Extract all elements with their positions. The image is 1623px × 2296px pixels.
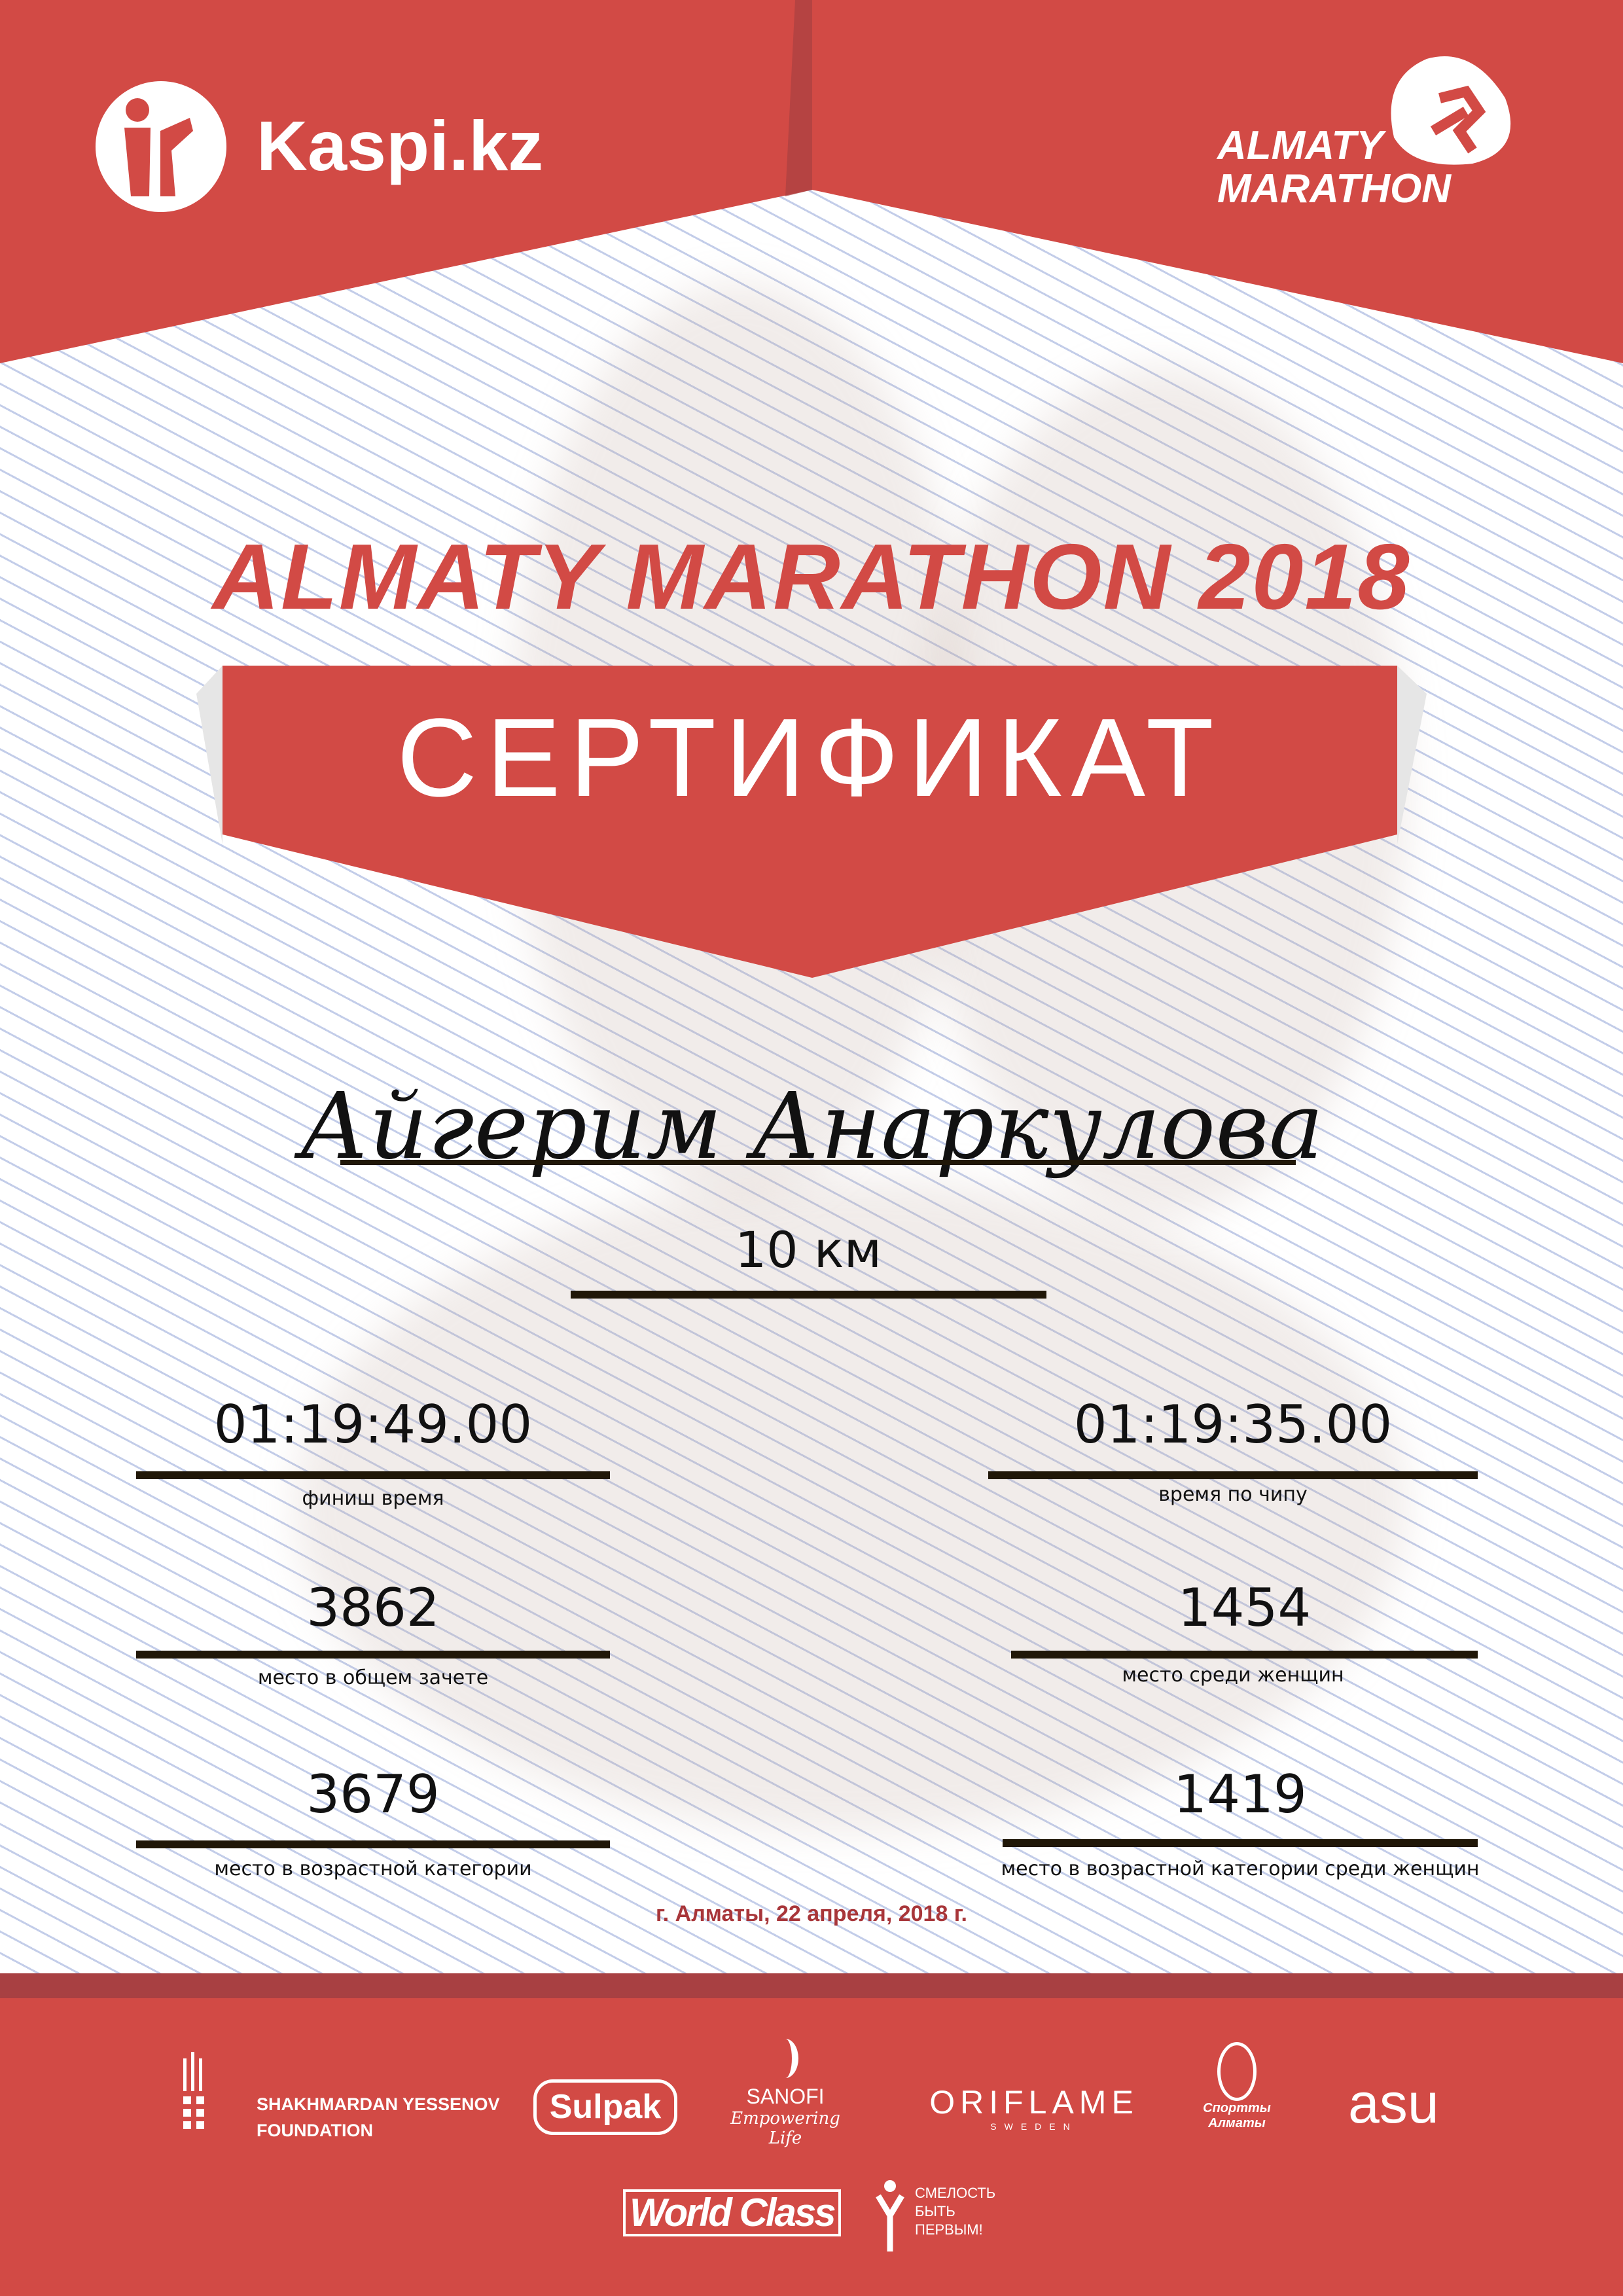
kaspi-logo-text: Kaspi.kz: [257, 106, 544, 185]
fund-runner-icon: [876, 2180, 904, 2251]
distance: 10 км: [734, 1221, 882, 1279]
finish-time: 01:19:49.00: [213, 1394, 533, 1455]
sanofi-bird-icon: [772, 2039, 798, 2078]
age-category-place-label: место в возрастной категории: [214, 1857, 532, 1880]
distance-underline: [571, 1291, 1046, 1299]
almaty-marathon-logo: ALMATY MARATHON: [1217, 124, 1451, 211]
women-place: 1454: [1177, 1577, 1311, 1638]
sanofi-tagline: Empowering Life: [730, 2109, 840, 2148]
logo-line1: ALMATY: [1217, 123, 1383, 168]
fund-line2: БЫТЬ: [915, 2203, 955, 2219]
finish-time-line: [136, 1471, 610, 1479]
header-banner: [0, 0, 1623, 363]
overall-place-line: [136, 1651, 610, 1659]
sport-almaty-emblem-icon: [1217, 2042, 1257, 2101]
oriflame-sub: SWEDEN: [990, 2121, 1078, 2132]
sulpak-text: Sulpak: [549, 2088, 662, 2126]
sanofi-logo: SANOFI Empowering Life: [720, 2039, 851, 2148]
women-age-category-place-label: место в возрастной категории среди женщи…: [1001, 1857, 1480, 1880]
overall-place-label: место в общем зачете: [257, 1666, 489, 1689]
yessenov-line1: SHAKHMARDAN YESSENOV: [257, 2094, 500, 2114]
name-underline: [340, 1160, 1296, 1165]
women-place-label: место среди женщин: [1122, 1664, 1344, 1687]
fund-line1: СМЕЛОСТЬ: [915, 2185, 996, 2201]
oriflame-name: ORIFLAME: [929, 2084, 1139, 2121]
certificate-ribbon: [196, 666, 1427, 978]
worldclass-logo: World Class: [623, 2189, 841, 2236]
women-age-category-place-line: [1003, 1839, 1478, 1847]
chip-time-label: время по чипу: [1158, 1483, 1308, 1506]
chip-time-line: [988, 1471, 1478, 1479]
fund-line3: ПЕРВЫМ!: [915, 2221, 983, 2238]
event-date: г. Алматы, 22 апреля, 2018 г.: [656, 1901, 967, 1926]
sponsors-footer: SHAKHMARDAN YESSENOV FOUNDATION Sulpak S…: [0, 1973, 1623, 2296]
marathon-runner-icon: [1391, 56, 1511, 165]
runners-legs: [294, 1178, 1407, 1833]
oriflame-logo: ORIFLAME SWEDEN: [923, 2083, 1145, 2132]
sulpak-logo: Sulpak: [533, 2079, 677, 2135]
women-age-category-place: 1419: [1173, 1764, 1307, 1825]
women-place-line: [1011, 1651, 1478, 1659]
yessenov-line2: FOUNDATION: [257, 2121, 373, 2140]
asu-logo: asu: [1348, 2072, 1439, 2135]
age-category-place-line: [136, 1840, 610, 1848]
logo-line2: MARATHON: [1217, 166, 1452, 211]
sport-almaty-text: Спортты Алматы: [1203, 2101, 1271, 2130]
sport-almaty-logo: Спортты Алматы: [1198, 2042, 1276, 2131]
certificate-heading: СЕРТИФИКАТ: [397, 696, 1223, 820]
age-category-place: 3679: [306, 1764, 440, 1825]
striped-background: [0, 0, 1623, 1973]
overall-place: 3862: [306, 1577, 440, 1638]
finish-time-label: финиш время: [302, 1487, 444, 1510]
yessenov-bars-icon: [183, 2052, 204, 2129]
chip-time: 01:19:35.00: [1073, 1394, 1393, 1455]
sanofi-name: SANOFI: [746, 2085, 825, 2108]
footer-band: [0, 1973, 1623, 1998]
event-title: ALMATY MARATHON 2018: [212, 525, 1411, 629]
worldclass-text: World Class: [630, 2191, 836, 2234]
